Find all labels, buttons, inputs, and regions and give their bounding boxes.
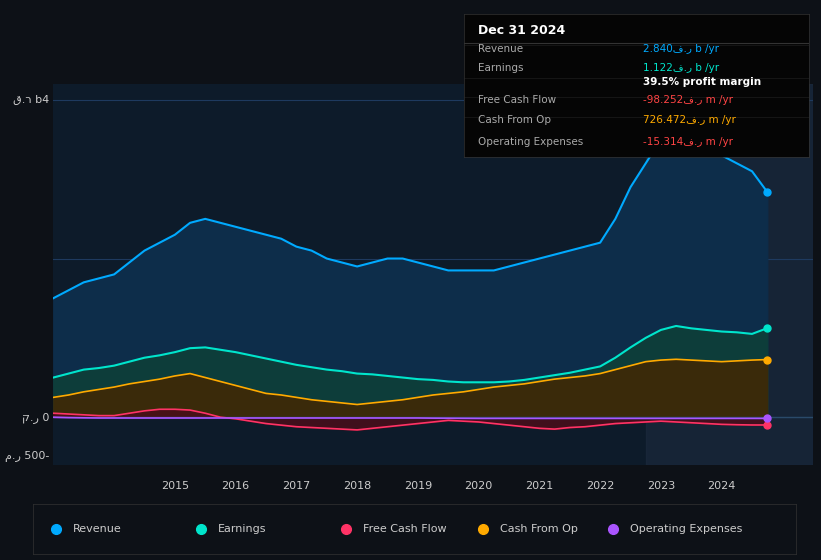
Text: 2023: 2023 xyxy=(647,482,675,492)
Text: ק.ر 0: ק.ر 0 xyxy=(22,412,49,423)
Text: Dec 31 2024: Dec 31 2024 xyxy=(478,24,565,37)
Text: Cash From Op: Cash From Op xyxy=(500,524,578,534)
Text: 2017: 2017 xyxy=(282,482,310,492)
Text: -15.314ف.ر m /yr: -15.314ف.ر m /yr xyxy=(643,137,733,147)
Text: 2018: 2018 xyxy=(343,482,371,492)
Text: ق.ר b4: ق.ר b4 xyxy=(13,95,49,105)
Text: 2016: 2016 xyxy=(222,482,250,492)
Text: Revenue: Revenue xyxy=(478,44,523,54)
Text: 2021: 2021 xyxy=(525,482,553,492)
Text: 2015: 2015 xyxy=(161,482,189,492)
Text: 1.122ف.ر b /yr: 1.122ف.ر b /yr xyxy=(643,63,719,73)
Text: -98.252ف.ر m /yr: -98.252ف.ر m /yr xyxy=(643,95,733,105)
Text: 2024: 2024 xyxy=(708,482,736,492)
Text: 2.840ف.ر b /yr: 2.840ف.ر b /yr xyxy=(643,44,719,54)
Text: 2022: 2022 xyxy=(586,482,614,492)
Text: Earnings: Earnings xyxy=(218,524,266,534)
Text: Free Cash Flow: Free Cash Flow xyxy=(363,524,447,534)
Text: 39.5% profit margin: 39.5% profit margin xyxy=(643,77,761,87)
Text: Operating Expenses: Operating Expenses xyxy=(478,137,583,147)
Text: Revenue: Revenue xyxy=(72,524,122,534)
Text: م.ر 500-: م.ر 500- xyxy=(5,451,49,463)
Text: Free Cash Flow: Free Cash Flow xyxy=(478,95,556,105)
Text: Operating Expenses: Operating Expenses xyxy=(630,524,742,534)
Text: Earnings: Earnings xyxy=(478,63,523,73)
Text: 726.472ف.ر m /yr: 726.472ف.ر m /yr xyxy=(643,115,736,125)
Bar xyxy=(646,84,813,465)
Text: 2019: 2019 xyxy=(404,482,432,492)
Text: Cash From Op: Cash From Op xyxy=(478,115,551,125)
Text: 2020: 2020 xyxy=(465,482,493,492)
